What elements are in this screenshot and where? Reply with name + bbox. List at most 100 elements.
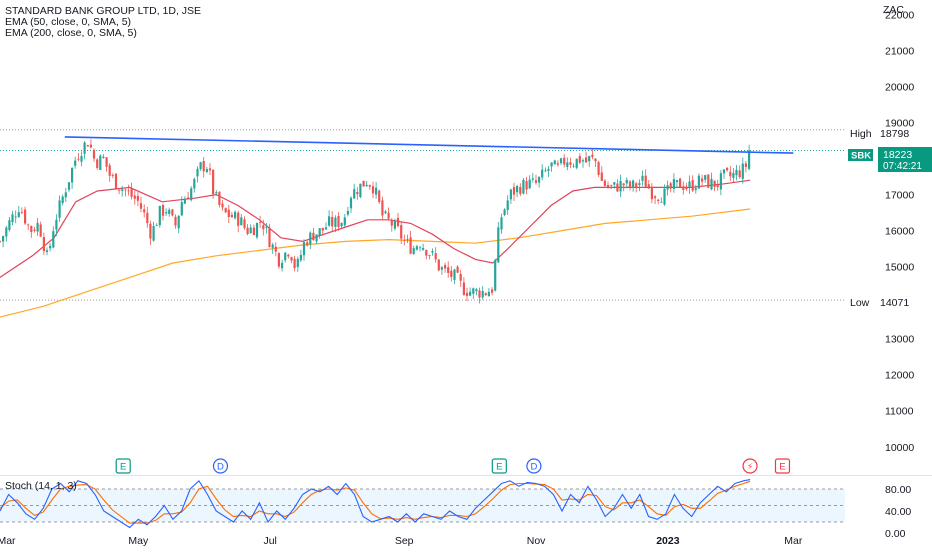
candle-body — [434, 253, 437, 260]
stoch-axis[interactable]: 80.00 40.00 0.00 — [885, 484, 911, 540]
candle-body — [259, 222, 262, 223]
countdown-timer: 07:42:21 — [883, 161, 922, 172]
dividend-icon[interactable]: D — [526, 458, 542, 474]
candle-body — [412, 248, 415, 254]
candle-body — [268, 227, 271, 248]
candle-body — [321, 227, 324, 231]
time-tick-label: Sep — [395, 535, 414, 547]
candle-body — [660, 202, 663, 203]
dividend-marker-shape — [212, 458, 229, 474]
candle-body — [528, 179, 531, 189]
candle-body — [2, 236, 5, 242]
stoch-title: Stoch (14, 1, 3) — [5, 480, 77, 492]
candle-body — [343, 217, 346, 226]
candle-body — [534, 180, 538, 183]
dividend-icon[interactable]: D — [212, 458, 229, 474]
candle-body — [67, 182, 71, 190]
price-tick-label: 16000 — [885, 226, 914, 238]
candle-body — [387, 212, 390, 219]
lightning-icon[interactable]: ⚡ — [742, 458, 758, 474]
candle-body — [328, 216, 331, 226]
candle-body — [541, 169, 544, 178]
candle-body — [312, 232, 315, 241]
candle-body — [654, 196, 657, 199]
candle-body — [512, 187, 516, 195]
candle-body — [39, 224, 42, 237]
event-markers[interactable]: E D E D ⚡ E — [115, 458, 791, 474]
candle-body — [318, 228, 321, 236]
dividend-marker-letter: D — [530, 462, 537, 473]
candle-body — [281, 262, 284, 269]
candle-body — [697, 175, 700, 189]
candle-body — [425, 250, 428, 256]
candle-body — [299, 254, 302, 261]
candle-body — [597, 162, 600, 175]
candle-body — [632, 180, 635, 187]
candle-body — [349, 197, 353, 209]
candle-body — [42, 237, 45, 251]
candle-body — [688, 181, 691, 188]
candle-body — [331, 217, 334, 227]
candle-body — [180, 202, 183, 216]
stoch-k-line — [0, 479, 751, 529]
candle-body — [581, 160, 585, 162]
candle-body — [550, 162, 553, 167]
candle-body — [52, 231, 55, 248]
candle-body — [36, 222, 39, 232]
candle-body — [368, 185, 371, 187]
candle-body — [522, 179, 525, 194]
trendline-layer[interactable] — [64, 136, 794, 154]
candle-body — [494, 260, 497, 291]
candle-body — [102, 156, 105, 158]
candle-body — [509, 189, 512, 200]
candle-body — [440, 267, 443, 270]
price-tick-label: 11000 — [885, 406, 914, 418]
candle-body — [224, 208, 227, 213]
candle-body — [625, 179, 628, 184]
last-price-value: 18223 — [883, 149, 912, 161]
event-marker-shape — [742, 458, 758, 474]
candle-body — [738, 170, 741, 177]
candle-body — [538, 176, 541, 183]
candle-body — [218, 191, 221, 205]
candle-body — [396, 217, 400, 227]
price-tick-label: 10000 — [885, 442, 914, 454]
candle-body — [17, 212, 20, 217]
candle-body — [114, 173, 118, 189]
candle-body — [378, 190, 381, 202]
candle-body — [136, 196, 139, 201]
candle-body — [96, 159, 99, 168]
candle-body — [243, 219, 246, 228]
earnings-marker-shape — [115, 458, 131, 474]
candle-body — [644, 175, 647, 187]
candle-body — [519, 186, 522, 194]
candle-body — [704, 175, 707, 180]
candle-body — [255, 223, 259, 238]
candle-body — [196, 168, 199, 177]
earnings-icon[interactable]: E — [115, 458, 131, 474]
ema200-line — [0, 208, 751, 318]
candle-body — [187, 197, 190, 199]
time-axis[interactable]: Mar May Jul Sep Nov 2023 Mar — [0, 535, 803, 547]
candle-body — [462, 282, 465, 295]
price-tick-label: 20000 — [885, 82, 914, 94]
stoch-tick-label: 40.00 — [885, 506, 911, 518]
candle-body — [274, 246, 277, 252]
candle-body — [400, 225, 403, 239]
candle-body — [732, 173, 735, 178]
price-axis[interactable]: ZAC 100001100012000130001400015000160001… — [883, 4, 914, 454]
earnings-icon[interactable]: E — [491, 458, 507, 474]
candle-body — [64, 192, 67, 198]
candle-body — [578, 156, 581, 163]
earnings-marker-letter: E — [120, 462, 126, 473]
candle-body — [465, 292, 469, 296]
ema200-legend: EMA (200, close, 0, SMA, 5) — [5, 27, 137, 39]
earnings-icon[interactable]: E — [774, 458, 791, 474]
candle-body — [55, 219, 58, 230]
candle-body — [284, 252, 287, 261]
candle-body — [92, 150, 96, 159]
candle-body — [158, 205, 161, 226]
candle-body — [168, 209, 171, 214]
